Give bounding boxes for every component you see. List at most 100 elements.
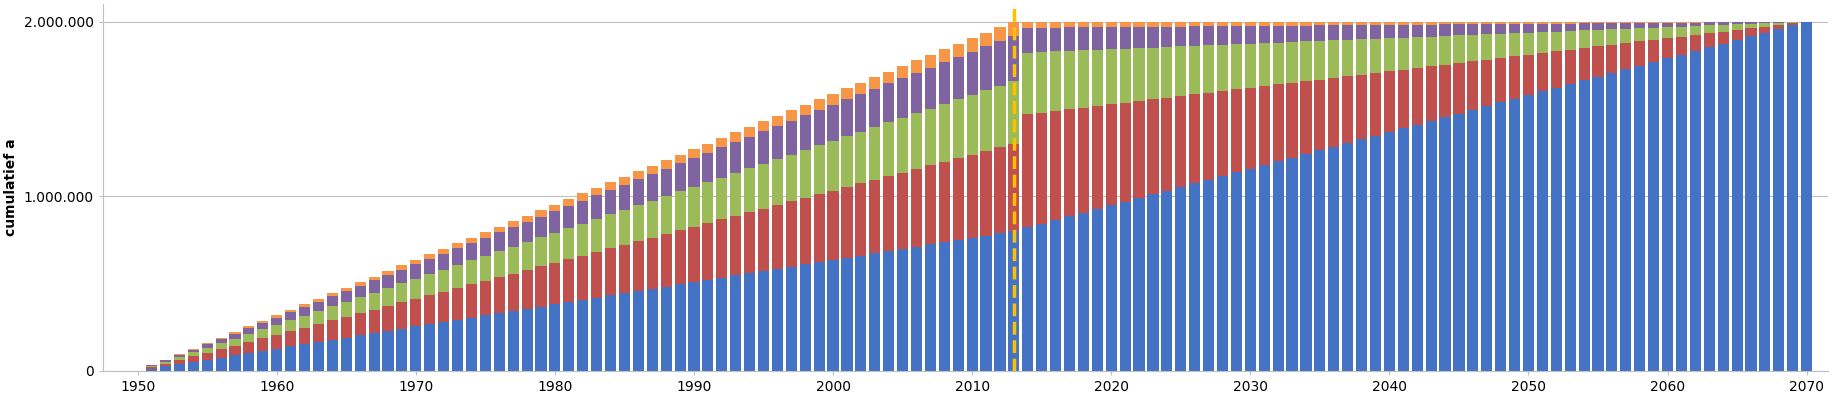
Bar [410,279,421,299]
Bar [535,210,546,217]
Bar [438,249,449,254]
Bar [1161,27,1172,47]
Bar [883,84,894,123]
Bar [1383,71,1394,132]
Bar [453,248,463,265]
Bar [1412,125,1423,371]
Bar [632,179,643,205]
Bar [702,153,713,182]
Bar [1718,25,1729,31]
Bar [1704,21,1715,22]
Bar [341,302,352,317]
Bar [1440,64,1451,117]
Bar [898,66,909,78]
Bar [1370,39,1381,73]
Bar [229,345,240,355]
Bar [216,339,227,343]
Bar [286,346,297,371]
Bar [1412,21,1423,25]
Bar [1064,27,1075,51]
Bar [1037,28,1048,52]
Bar [1550,31,1563,51]
Bar [1050,111,1061,220]
Bar [1731,30,1742,40]
Bar [1077,50,1088,107]
Bar [187,362,200,371]
Bar [1022,21,1033,28]
Bar [368,310,379,333]
Bar [1286,21,1297,26]
Bar [980,33,991,46]
Bar [1189,21,1200,27]
Bar [1174,21,1187,27]
Bar [425,295,436,324]
Bar [647,289,658,371]
Bar [244,328,255,334]
Bar [271,318,282,325]
Bar [1343,143,1354,371]
Bar [341,317,352,338]
Bar [577,224,588,256]
Bar [1482,24,1493,34]
Bar [1619,21,1632,23]
Bar [1704,33,1715,47]
Bar [1204,93,1215,179]
Bar [550,263,561,304]
Bar [813,110,824,145]
Bar [632,171,643,179]
Bar [1134,101,1145,198]
Bar [841,88,852,100]
Bar [938,242,951,371]
Bar [868,253,881,371]
Bar [1383,132,1394,371]
Bar [758,131,769,164]
Bar [1301,154,1312,371]
Bar [1050,21,1061,27]
Bar [1161,191,1172,371]
Bar [383,288,394,306]
Bar [1092,106,1103,209]
Bar [1050,27,1061,51]
Bar [911,247,921,371]
Bar [731,216,742,275]
Bar [1356,139,1367,371]
Bar [771,159,782,205]
Bar [453,320,463,371]
Bar [465,243,476,260]
Bar [731,275,742,371]
Bar [1495,103,1506,371]
Bar [1037,113,1048,224]
Bar [1092,50,1103,106]
Bar [758,164,769,209]
Bar [841,100,852,136]
Bar [801,198,812,264]
Bar [1273,26,1284,43]
Bar [828,141,839,191]
Bar [1649,28,1660,40]
Bar [1216,91,1227,176]
Bar [1467,61,1478,110]
Bar [244,326,255,328]
Bar [1495,21,1506,24]
Bar [605,295,616,371]
Bar [174,360,185,364]
Bar [1801,21,1812,371]
Bar [256,351,267,371]
Bar [410,299,421,326]
Bar [202,348,213,353]
Bar [244,353,255,371]
Bar [522,222,533,242]
Bar [1579,23,1590,31]
Bar [1216,21,1227,26]
Bar [383,275,394,288]
Bar [1259,86,1270,165]
Bar [619,177,630,185]
Bar [702,223,713,280]
Bar [1147,47,1158,100]
Bar [1788,22,1799,23]
Bar [425,259,436,274]
Bar [1522,55,1533,95]
Bar [313,302,324,311]
Bar [1619,43,1632,69]
Bar [562,302,575,371]
